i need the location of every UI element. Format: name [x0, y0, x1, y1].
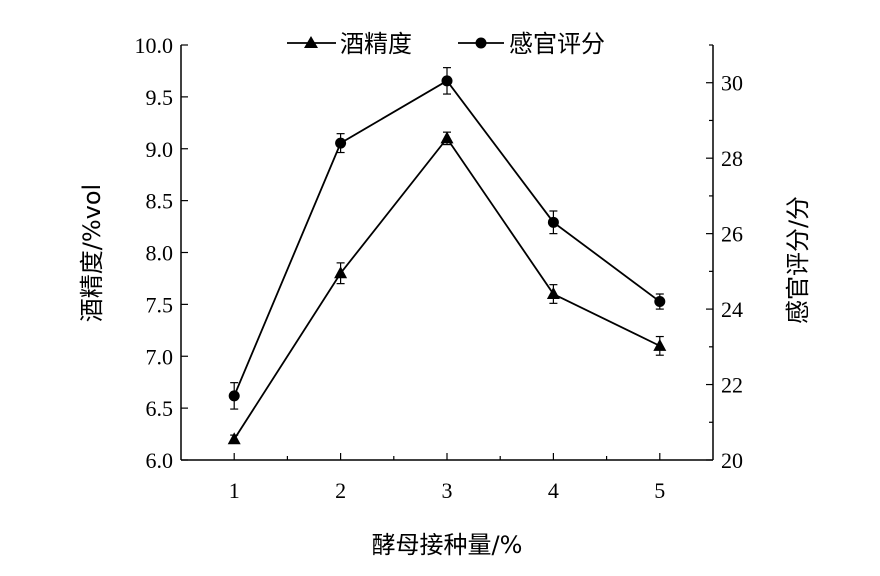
right-y-tick-label: 24: [721, 297, 743, 322]
triangle-point: [334, 266, 348, 279]
left-y-tick-label: 9.0: [146, 137, 174, 162]
legend-triangle-marker-icon: [304, 36, 318, 48]
circle-point: [228, 390, 240, 402]
right-y-axis-title: 感官评分/分: [784, 196, 812, 324]
left-y-tick-label: 6.0: [146, 448, 174, 473]
left-y-tick-label: 8.0: [146, 241, 174, 266]
left-y-tick-label: 6.5: [146, 396, 174, 421]
left-y-tick-label: 9.5: [146, 85, 174, 110]
right-y-tick-label: 26: [721, 222, 743, 247]
right-y-tick-label: 22: [721, 373, 743, 398]
right-y-tick-label: 20: [721, 448, 743, 473]
right-y-tick-label: 30: [721, 71, 743, 96]
left-y-tick-label: 7.0: [146, 344, 174, 369]
x-axis-title: 酵母接种量/%: [372, 531, 523, 559]
left-y-ticks: 6.0 6.5 7.0 7.5 8.0 8.5 9.0 9.5 10.0: [135, 33, 188, 473]
x-tick-label: 2: [335, 478, 346, 503]
x-tick-label: 3: [442, 478, 453, 503]
series-layer: [227, 67, 667, 445]
x-ticks: 1 2 3 4 5: [229, 453, 665, 503]
x-tick-label: 1: [229, 478, 240, 503]
x-tick-label: 5: [654, 478, 665, 503]
legend-circle-marker-icon: [475, 37, 487, 49]
triangle-point: [440, 131, 454, 144]
legend-label-sensory: 感官评分: [509, 30, 605, 58]
circle-point: [441, 75, 453, 87]
series-line-1: [233, 79, 661, 397]
legend: 酒精度 感官评分: [287, 30, 605, 58]
left-y-tick-label: 8.5: [146, 189, 174, 214]
left-y-tick-label: 10.0: [135, 33, 174, 58]
circle-point: [654, 296, 666, 308]
series-line-0: [233, 136, 661, 440]
legend-label-alcohol: 酒精度: [340, 30, 412, 58]
right-y-tick-label: 28: [721, 146, 743, 171]
left-y-axis-title: 酒精度/%vol: [78, 184, 106, 322]
triangle-point: [227, 432, 241, 445]
x-tick-label: 4: [548, 478, 559, 503]
triangle-point: [653, 338, 667, 351]
circle-point: [335, 137, 347, 149]
triangle-point: [546, 287, 560, 299]
left-y-tick-label: 7.5: [146, 292, 174, 317]
circle-point: [547, 216, 559, 228]
right-y-ticks: 20 22 24 26 28 30: [706, 44, 743, 473]
